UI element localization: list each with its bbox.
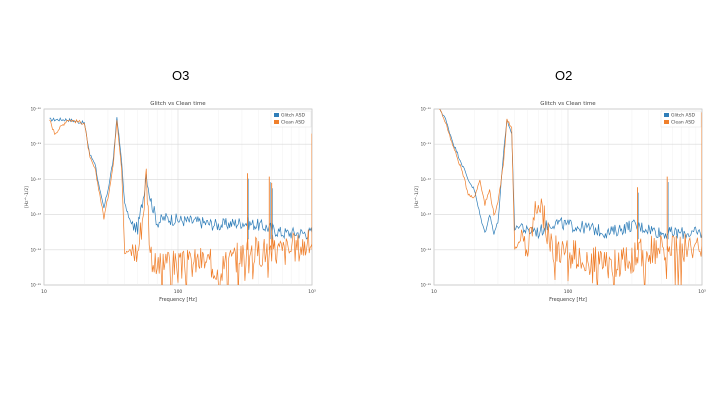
x-tick-label: 10 [431,289,437,295]
chart-title: Glitch vs Clean time [150,101,206,107]
legend-label: Clean ASD [281,120,305,126]
chart-svg-o2: 10 100 10³ 10⁻²⁵ 10⁻²⁴ 10⁻²³ 10⁻²² 10⁻²¹ 10⁻²⁰ Gl… [414,101,706,303]
y-axis-label: [Hz^-1/2] [414,186,420,208]
y-tick-label: 10⁻²⁰ [31,107,42,112]
y-tick-label: 10⁻²² [421,177,432,182]
x-tick-label: 10 [41,289,47,295]
y-axis-label: [Hz^-1/2] [24,186,30,208]
legend-swatch [274,120,279,124]
y-tick-label: 10⁻²⁴ [421,247,432,252]
x-axis-label: Frequency [Hz] [549,297,587,303]
series-line-clean [49,118,312,285]
series-line-glitch [439,109,702,240]
chart-panel-o2: 10 100 10³ 10⁻²⁵ 10⁻²⁴ 10⁻²³ 10⁻²² 10⁻²¹ 10⁻²⁰ Gl… [410,95,710,305]
chart-svg-o3: 10 100 10³ 10⁻²⁵ 10⁻²⁴ 10⁻²³ 10⁻²² 10⁻²¹ 10⁻²⁰ Gl… [24,101,316,303]
chart-panel-o3: 10 100 10³ 10⁻²⁵ 10⁻²⁴ 10⁻²³ 10⁻²² 10⁻²¹ 10⁻²⁰ Gl… [20,95,320,305]
y-tick-label: 10⁻²² [31,177,42,182]
x-tick-label: 100 [564,289,573,295]
chart-title: Glitch vs Clean time [540,101,596,107]
legend-box [660,110,702,128]
legend-swatch [274,113,279,117]
y-tick-label: 10⁻²³ [421,212,432,217]
x-tick-label: 100 [174,289,183,295]
y-tick-label: 10⁻²⁴ [31,247,42,252]
label-o3: O3 [172,68,190,83]
x-tick-label: 10³ [308,289,316,295]
y-tick-label: 10⁻²⁵ [31,283,42,288]
legend-box [270,110,312,128]
y-tick-label: 10⁻²¹ [421,142,432,147]
legend-swatch [664,120,669,124]
legend-label: Glitch ASD [671,113,695,119]
label-o2: O2 [555,68,573,83]
legend-swatch [664,113,669,117]
series-line-clean [439,109,702,285]
series-line-glitch [49,117,312,240]
x-tick-label: 10³ [698,289,706,295]
legend-label: Glitch ASD [281,113,305,119]
y-tick-label: 10⁻²³ [31,212,42,217]
x-axis-label: Frequency [Hz] [159,297,197,303]
legend-label: Clean ASD [671,120,695,126]
y-tick-label: 10⁻²⁵ [421,283,432,288]
y-tick-label: 10⁻²⁰ [421,107,432,112]
y-tick-label: 10⁻²¹ [31,142,42,147]
